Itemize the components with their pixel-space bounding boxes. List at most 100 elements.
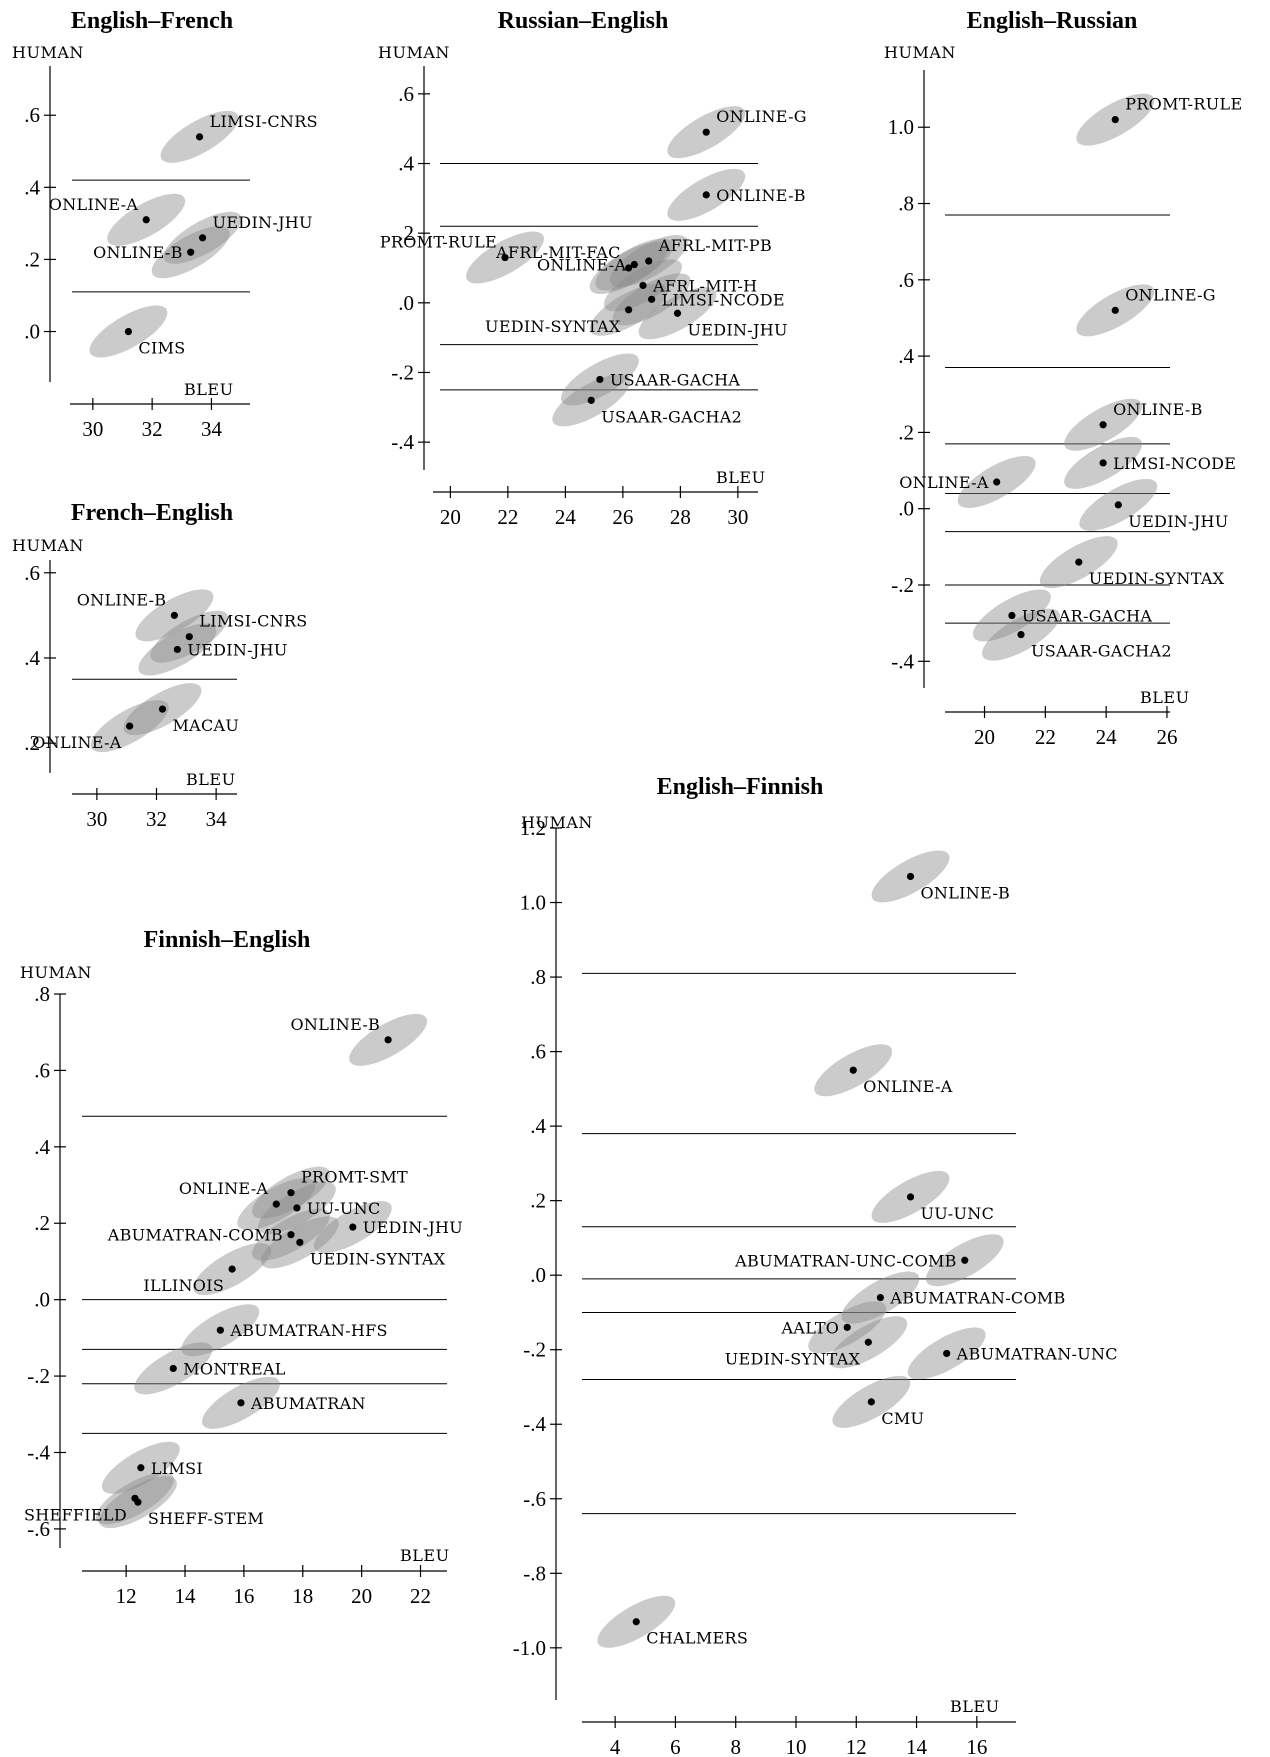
data-point [849,1066,857,1074]
x-tick-label: 24 [555,505,577,529]
point-label: ILLINOIS [143,1276,224,1295]
chart-title: Finnish–English [144,927,311,953]
point-label: USAAR-GACHA2 [601,407,742,426]
x-axis-label: BLEU [186,770,236,789]
y-tick-label: -.4 [523,1412,546,1436]
point-label: ONLINE-G [1125,285,1216,304]
y-axis-label: HUMAN [378,43,450,62]
x-tick-label: 12 [116,1584,137,1608]
data-point [293,1204,301,1212]
data-point [216,1326,224,1334]
y-tick-label: .4 [898,344,914,368]
point-label: ONLINE-A [179,1179,269,1198]
point-label: UEDIN-JHU [213,213,313,232]
y-tick-label: .6 [24,561,40,585]
point-label: ABUMATRAN-UNC-COMB [734,1251,957,1270]
point-label: ONLINE-A [32,733,122,752]
point-label: ONLINE-B [77,590,167,609]
y-tick-label: 1.0 [520,891,546,915]
x-tick-label: 16 [966,1735,987,1757]
point-label: UEDIN-SYNTAX [1089,569,1225,588]
point-label: AFRL-MIT-H [652,276,757,295]
y-tick-label: .2 [530,1189,546,1213]
y-tick-label: .4 [398,152,414,176]
y-tick-label: .6 [24,103,40,127]
x-axis-label: BLEU [950,1697,1000,1716]
y-tick-label: -.2 [523,1338,546,1362]
x-tick-label: 14 [906,1735,928,1757]
data-point [843,1323,851,1331]
data-point [906,872,915,881]
x-tick-label: 16 [233,1584,254,1608]
data-point [134,1498,142,1506]
x-tick-label: 22 [1035,725,1056,749]
data-point [228,1265,236,1273]
y-axis-label: HUMAN [521,813,593,832]
x-axis-label: BLEU [184,380,234,399]
data-point [867,1398,875,1406]
point-label: AFRL-MIT-PB [658,236,772,255]
y-tick-label: -.2 [391,360,414,384]
point-label: ONLINE-B [1113,400,1203,419]
point-label: ABUMATRAN-UNC [956,1344,1118,1363]
point-label: UEDIN-JHU [187,640,287,659]
point-label: LIMSI-NCODE [662,290,785,309]
data-point [1075,558,1083,566]
data-point [906,1193,915,1201]
point-label: USAAR-GACHA [1022,607,1153,626]
y-tick-label: .6 [530,1040,546,1064]
chart-panel-2: English–Russian HUMAN BLEU 1.0 .8 .6 .4 .2 .0 -.2… [884,8,1242,749]
data-point [170,611,178,619]
point-label: SHEFF-STEM [148,1509,264,1528]
x-tick-label: 14 [175,1584,197,1608]
point-label: PROMT-RULE [380,233,497,252]
data-point [137,1464,145,1472]
x-tick-label: 22 [497,505,518,529]
data-point [639,281,647,290]
x-tick-label: 32 [142,417,163,441]
x-tick-label: 34 [201,417,223,441]
y-tick-label: .0 [24,320,40,344]
point-label: PROMT-RULE [1125,95,1242,114]
point-label: ABUMATRAN-HFS [229,1321,387,1340]
chart-title: English–Russian [967,8,1138,34]
x-tick-label: 30 [727,505,748,529]
data-point [169,1364,177,1373]
data-point [287,1231,295,1239]
y-tick-label: .6 [34,1058,50,1082]
point-label: ABUMATRAN-COMB [889,1289,1065,1308]
point-label: LIMSI-NCODE [1113,454,1236,473]
point-label: LIMSI-CNRS [210,112,318,131]
x-tick-label: 4 [610,1735,621,1757]
y-tick-label: -.8 [523,1561,546,1585]
point-label: UU-UNC [921,1204,995,1223]
x-tick-label: 32 [146,807,167,831]
point-label: ONLINE-A [49,195,139,214]
y-tick-label: -.4 [391,430,414,454]
x-tick-label: 20 [351,1584,372,1608]
data-point [296,1238,304,1246]
y-axis-label: HUMAN [884,43,956,62]
data-point [187,248,195,256]
y-tick-label: .8 [530,965,546,989]
point-label: AALTO [781,1318,840,1337]
data-point [126,722,134,730]
data-point [195,133,204,141]
y-tick-label: .2 [398,221,414,245]
chart-panel-0: English–French HUMAN BLEU .6 .4 .2 .0 30 32 34 LIM… [12,8,318,441]
point-label: SHEFFIELD [24,1505,127,1524]
data-point [1099,421,1107,429]
y-tick-label: -.2 [27,1364,50,1388]
data-point [596,375,604,384]
x-tick-label: 34 [206,807,228,831]
data-point [158,705,167,713]
point-label: CIMS [138,339,185,358]
x-tick-label: 18 [292,1584,313,1608]
x-tick-label: 26 [1156,725,1177,749]
data-point [645,257,653,265]
x-tick-label: 12 [846,1735,867,1757]
point-label: UU-UNC [307,1199,381,1218]
y-tick-label: .4 [530,1114,546,1138]
x-tick-label: 20 [974,725,995,749]
